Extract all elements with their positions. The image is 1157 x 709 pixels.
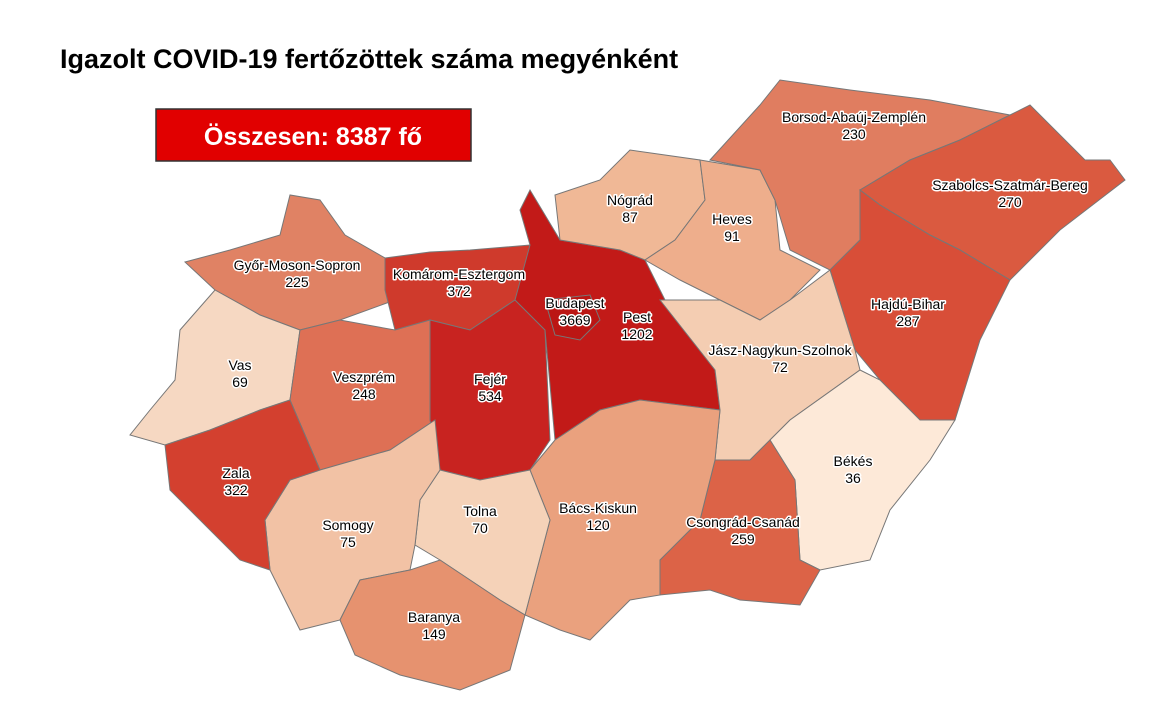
county-name: Hajdú-Bihar [871,296,945,312]
county-value: 75 [340,534,356,550]
total-box [155,108,472,162]
county-name: Heves [712,211,752,227]
county-value: 1202 [621,326,652,342]
county-name: Nógrád [607,192,653,208]
county-name: Borsod-Abaúj-Zemplén [782,109,926,125]
county-value: 149 [422,626,446,642]
county-map [129,79,1126,691]
county-value: 87 [622,209,638,225]
county-name: Fejér [474,371,506,387]
county-value: 69 [232,374,248,390]
county-name: Bács-Kiskun [559,500,637,516]
county-name: Tolna [463,503,497,519]
county-name: Veszprém [333,369,395,385]
county-name: Budapest [545,295,604,311]
county-value: 248 [352,386,376,402]
county-name: Békés [834,453,873,469]
county-value: 287 [896,313,920,329]
county-value: 72 [772,359,788,375]
county-value: 70 [472,520,488,536]
county [544,294,601,341]
county-value: 372 [447,283,471,299]
county-value: 534 [478,388,502,404]
county-name: Szabolcs-Szatmár-Bereg [932,177,1088,193]
county-name: Somogy [322,517,373,533]
county-value: 230 [842,126,866,142]
county-name: Pest [623,309,651,325]
county-value: 270 [998,194,1022,210]
county-value: 36 [845,470,861,486]
county-name: Komárom-Esztergom [393,266,525,282]
county-name: Jász-Nagykun-Szolnok [708,342,852,358]
total-label: Összesen: 8387 fő [204,122,422,151]
county-value: 120 [586,517,610,533]
county-name: Győr-Moson-Sopron [234,257,361,273]
county-name: Zala [222,465,249,481]
county-value: 259 [731,531,755,547]
county-value: 91 [724,228,740,244]
county-value: 322 [224,482,248,498]
county [339,559,526,691]
county-name: Vas [228,357,251,373]
county-name: Baranya [408,609,460,625]
county-name: Csongrád-Csanád [686,514,800,530]
title: Igazolt COVID-19 fertőzöttek száma megyé… [60,44,678,74]
county-value: 225 [285,274,309,290]
county [164,399,321,571]
county-value: 3669 [559,312,590,328]
